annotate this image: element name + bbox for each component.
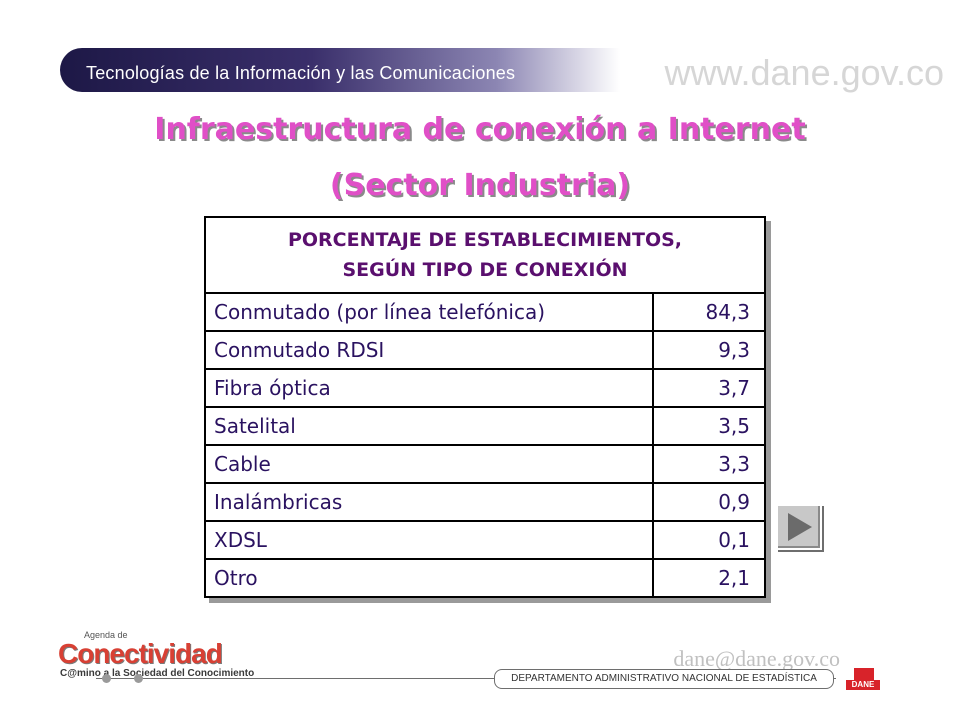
row-value: 84,3 [653,293,765,331]
row-value: 3,5 [653,407,765,445]
table-row: Fibra óptica 3,7 [205,369,765,407]
row-value: 9,3 [653,331,765,369]
row-value: 0,1 [653,521,765,559]
table-row: Inalámbricas 0,9 [205,483,765,521]
row-label: Conmutado RDSI [205,331,653,369]
table-row: Conmutado (por línea telefónica) 84,3 [205,293,765,331]
slide-subtitle: (Sector Industria) [0,168,960,203]
header-url[interactable]: www.dane.gov.co [665,52,945,94]
table-row: Satelital 3,5 [205,407,765,445]
dane-logo-text: DANE [846,680,880,690]
play-triangle-icon [788,513,812,541]
row-label: Inalámbricas [205,483,653,521]
table-row: Cable 3,3 [205,445,765,483]
connection-type-table: PORCENTAJE DE ESTABLECIMIENTOS, SEGÚN TI… [204,216,766,598]
table-header-row: PORCENTAJE DE ESTABLECIMIENTOS, SEGÚN TI… [205,217,765,293]
department-label: DEPARTAMENTO ADMINISTRATIVO NACIONAL DE … [494,669,834,689]
table-header-line2: SEGÚN TIPO DE CONEXIÓN [342,259,627,281]
table-row: Otro 2,1 [205,559,765,597]
table-row: Conmutado RDSI 9,3 [205,331,765,369]
dane-mark-icon [854,668,874,680]
row-label: Otro [205,559,653,597]
next-slide-button[interactable] [776,504,822,550]
table-header: PORCENTAJE DE ESTABLECIMIENTOS, SEGÚN TI… [205,217,765,293]
row-value: 3,7 [653,369,765,407]
conectividad-logo: Agenda de Conectividad C@mino a la Socie… [52,630,252,676]
row-label: Conmutado (por línea telefónica) [205,293,653,331]
table-row: XDSL 0,1 [205,521,765,559]
footer-dot-icon [102,674,111,683]
logo-wordmark: Conectividad [58,638,222,670]
row-label: Fibra óptica [205,369,653,407]
table-header-line1: PORCENTAJE DE ESTABLECIMIENTOS, [288,229,682,251]
row-value: 0,9 [653,483,765,521]
row-label: Satelital [205,407,653,445]
row-value: 3,3 [653,445,765,483]
row-label: Cable [205,445,653,483]
footer-dot-icon [134,674,143,683]
row-label: XDSL [205,521,653,559]
row-value: 2,1 [653,559,765,597]
slide-title: Infraestructura de conexión a Internet [0,112,960,147]
dane-logo: DANE [846,668,880,690]
banner-text: Tecnologías de la Información y las Comu… [86,63,515,84]
